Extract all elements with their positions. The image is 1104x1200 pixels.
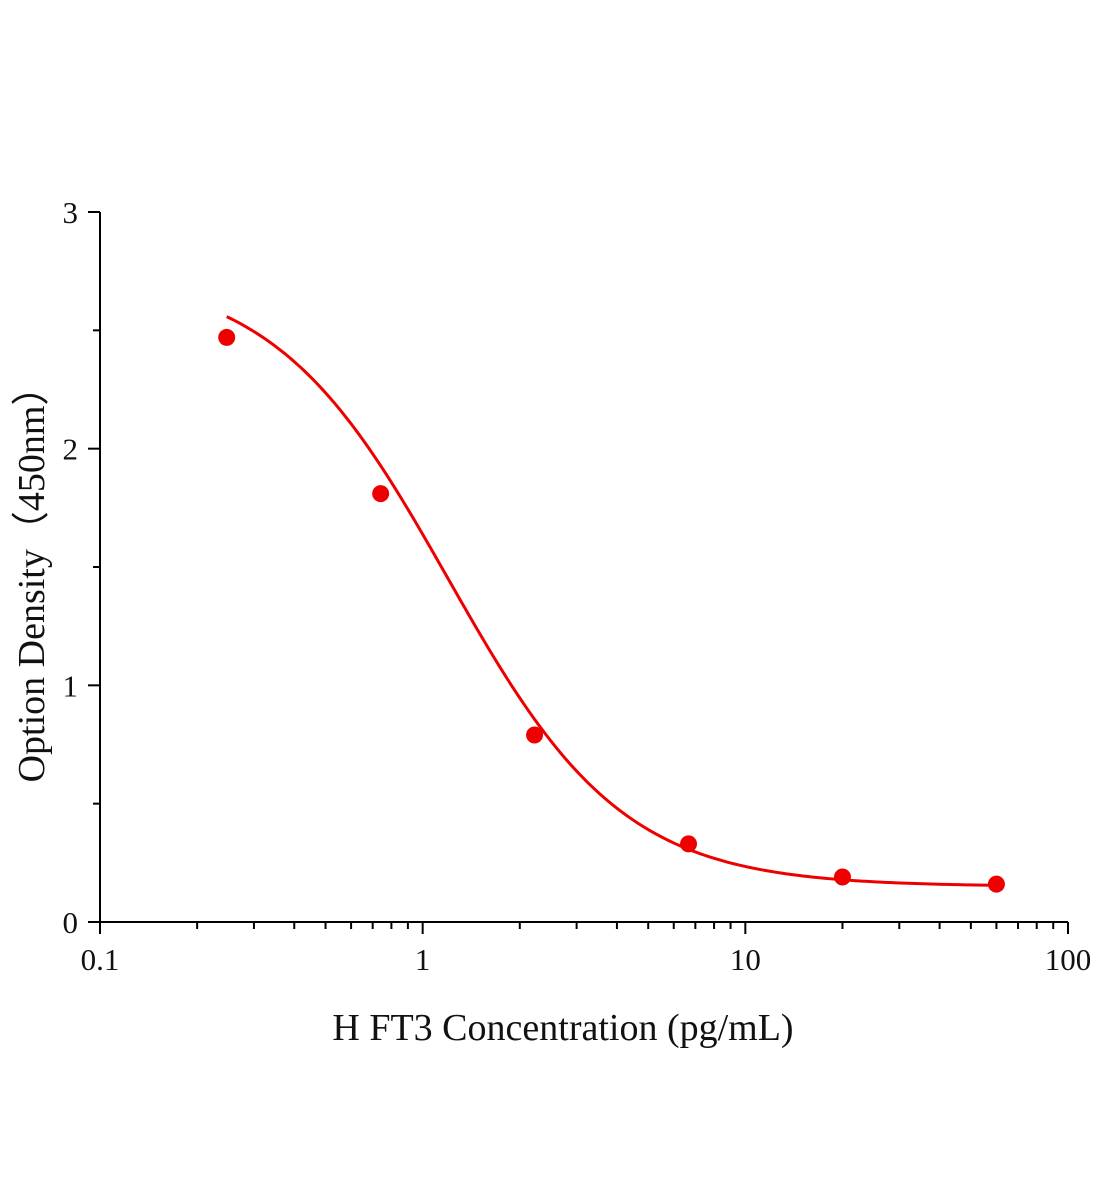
x-axis: 0.1 1 10 100 (81, 921, 1092, 977)
y-axis-title: Option Density（450nm） (11, 368, 53, 783)
y-tick-label: 1 (63, 668, 79, 703)
data-point (833, 868, 851, 886)
y-tick-label: 2 (63, 432, 79, 467)
data-point (372, 485, 390, 503)
data-point (218, 328, 236, 346)
x-tick-label: 10 (730, 942, 761, 977)
y-tick-label: 3 (63, 195, 79, 230)
y-tick-label: 0 (63, 905, 79, 940)
fit-curve-line (226, 315, 997, 887)
data-point (680, 835, 698, 853)
x-axis-title: H FT3 Concentration (pg/mL) (332, 1007, 793, 1049)
data-points (218, 328, 1005, 893)
x-tick-label: 1 (415, 942, 431, 977)
x-tick-label: 100 (1045, 942, 1092, 977)
data-point (987, 875, 1005, 893)
data-point (526, 726, 544, 744)
y-axis: 0 1 2 3 (63, 195, 101, 940)
x-tick-label: 0.1 (81, 942, 120, 977)
